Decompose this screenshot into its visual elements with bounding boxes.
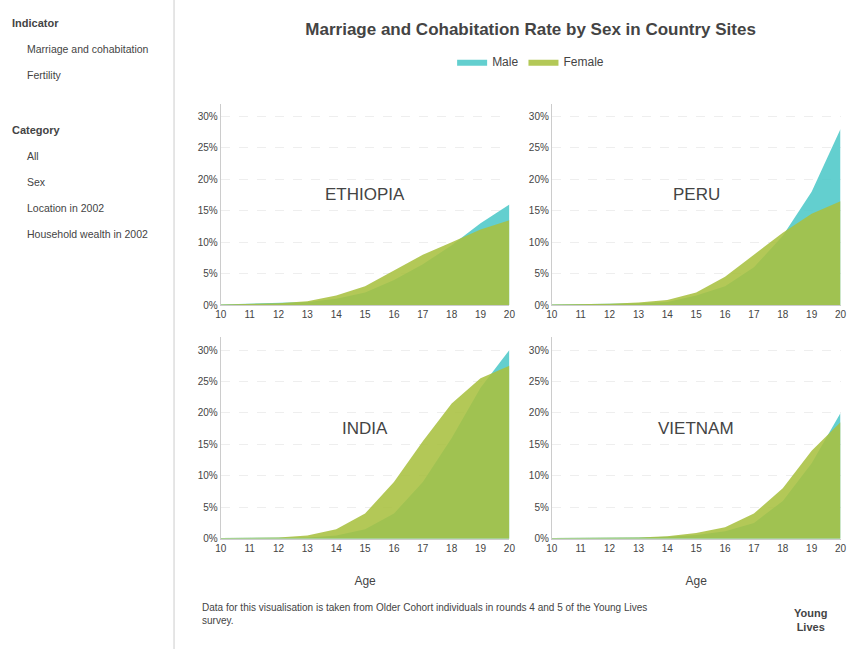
svg-text:0%: 0% bbox=[534, 300, 549, 311]
svg-text:Fertility: Fertility bbox=[27, 69, 62, 81]
svg-text:12: 12 bbox=[273, 543, 285, 554]
svg-text:0%: 0% bbox=[203, 300, 218, 311]
svg-text:Sex: Sex bbox=[27, 176, 46, 188]
svg-text:15: 15 bbox=[360, 309, 372, 320]
svg-text:11: 11 bbox=[576, 309, 587, 320]
svg-text:15%: 15% bbox=[198, 439, 218, 450]
svg-text:19: 19 bbox=[475, 309, 487, 320]
svg-text:30%: 30% bbox=[198, 111, 218, 122]
svg-text:18: 18 bbox=[777, 543, 789, 554]
svg-text:19: 19 bbox=[806, 309, 818, 320]
svg-text:12: 12 bbox=[273, 309, 285, 320]
svg-text:20%: 20% bbox=[198, 407, 218, 418]
svg-text:Marriage and cohabitation: Marriage and cohabitation bbox=[27, 43, 149, 55]
svg-text:11: 11 bbox=[576, 543, 587, 554]
svg-text:Age: Age bbox=[354, 574, 376, 588]
svg-text:20%: 20% bbox=[198, 174, 218, 185]
svg-text:10%: 10% bbox=[529, 470, 549, 481]
svg-text:10: 10 bbox=[215, 309, 227, 320]
svg-text:13: 13 bbox=[302, 309, 314, 320]
svg-text:15%: 15% bbox=[529, 439, 549, 450]
svg-text:16: 16 bbox=[388, 543, 400, 554]
svg-text:13: 13 bbox=[633, 543, 645, 554]
svg-text:25%: 25% bbox=[529, 376, 549, 387]
svg-text:5%: 5% bbox=[534, 502, 549, 513]
svg-text:16: 16 bbox=[719, 543, 731, 554]
svg-text:14: 14 bbox=[331, 543, 343, 554]
svg-text:YoungLives: YoungLives bbox=[794, 607, 827, 633]
svg-text:25%: 25% bbox=[198, 376, 218, 387]
svg-text:17: 17 bbox=[417, 309, 429, 320]
svg-text:Marriage and Cohabitation Rate: Marriage and Cohabitation Rate by Sex in… bbox=[305, 20, 756, 39]
svg-text:Household wealth in 2002: Household wealth in 2002 bbox=[27, 228, 148, 240]
svg-text:17: 17 bbox=[417, 543, 429, 554]
svg-text:20%: 20% bbox=[529, 174, 549, 185]
svg-text:14: 14 bbox=[662, 543, 674, 554]
svg-text:30%: 30% bbox=[198, 345, 218, 356]
svg-text:Category: Category bbox=[12, 124, 61, 136]
svg-text:20: 20 bbox=[504, 309, 516, 320]
svg-text:25%: 25% bbox=[198, 142, 218, 153]
svg-text:Data for this visualisation is: Data for this visualisation is taken fro… bbox=[202, 602, 647, 626]
svg-text:14: 14 bbox=[662, 309, 674, 320]
svg-text:19: 19 bbox=[475, 543, 487, 554]
svg-text:All: All bbox=[27, 150, 39, 162]
svg-text:10: 10 bbox=[546, 543, 558, 554]
svg-text:16: 16 bbox=[719, 309, 731, 320]
svg-text:17: 17 bbox=[748, 543, 760, 554]
svg-text:20: 20 bbox=[504, 543, 516, 554]
svg-text:Indicator: Indicator bbox=[12, 17, 59, 29]
svg-text:30%: 30% bbox=[529, 345, 549, 356]
svg-text:10: 10 bbox=[215, 543, 227, 554]
svg-text:PERU: PERU bbox=[673, 185, 720, 204]
svg-text:10: 10 bbox=[546, 309, 558, 320]
svg-text:17: 17 bbox=[748, 309, 760, 320]
svg-text:ETHIOPIA: ETHIOPIA bbox=[325, 185, 405, 204]
svg-text:15: 15 bbox=[360, 543, 372, 554]
svg-text:15%: 15% bbox=[529, 205, 549, 216]
svg-text:5%: 5% bbox=[203, 502, 218, 513]
svg-text:10%: 10% bbox=[529, 237, 549, 248]
svg-text:16: 16 bbox=[388, 309, 400, 320]
svg-text:11: 11 bbox=[244, 309, 255, 320]
svg-text:5%: 5% bbox=[534, 268, 549, 279]
svg-text:20: 20 bbox=[835, 309, 847, 320]
svg-text:Female: Female bbox=[563, 55, 603, 69]
svg-text:10%: 10% bbox=[198, 237, 218, 248]
svg-text:15%: 15% bbox=[198, 205, 218, 216]
svg-text:14: 14 bbox=[331, 309, 343, 320]
svg-text:5%: 5% bbox=[203, 268, 218, 279]
svg-text:18: 18 bbox=[446, 309, 458, 320]
svg-text:0%: 0% bbox=[203, 533, 218, 544]
svg-text:0%: 0% bbox=[534, 533, 549, 544]
svg-text:19: 19 bbox=[806, 543, 818, 554]
svg-text:18: 18 bbox=[777, 309, 789, 320]
svg-text:Male: Male bbox=[492, 55, 518, 69]
svg-text:12: 12 bbox=[604, 309, 616, 320]
svg-text:Location in 2002: Location in 2002 bbox=[27, 202, 104, 214]
svg-text:VIETNAM: VIETNAM bbox=[658, 419, 734, 438]
svg-text:18: 18 bbox=[446, 543, 458, 554]
svg-text:13: 13 bbox=[302, 543, 314, 554]
svg-text:20%: 20% bbox=[529, 407, 549, 418]
svg-text:15: 15 bbox=[691, 543, 703, 554]
svg-text:10%: 10% bbox=[198, 470, 218, 481]
svg-text:25%: 25% bbox=[529, 142, 549, 153]
svg-text:13: 13 bbox=[633, 309, 645, 320]
svg-text:11: 11 bbox=[244, 543, 255, 554]
svg-text:30%: 30% bbox=[529, 111, 549, 122]
svg-text:12: 12 bbox=[604, 543, 616, 554]
svg-text:Age: Age bbox=[686, 574, 708, 588]
svg-text:20: 20 bbox=[835, 543, 847, 554]
svg-text:15: 15 bbox=[691, 309, 703, 320]
svg-text:INDIA: INDIA bbox=[342, 419, 388, 438]
